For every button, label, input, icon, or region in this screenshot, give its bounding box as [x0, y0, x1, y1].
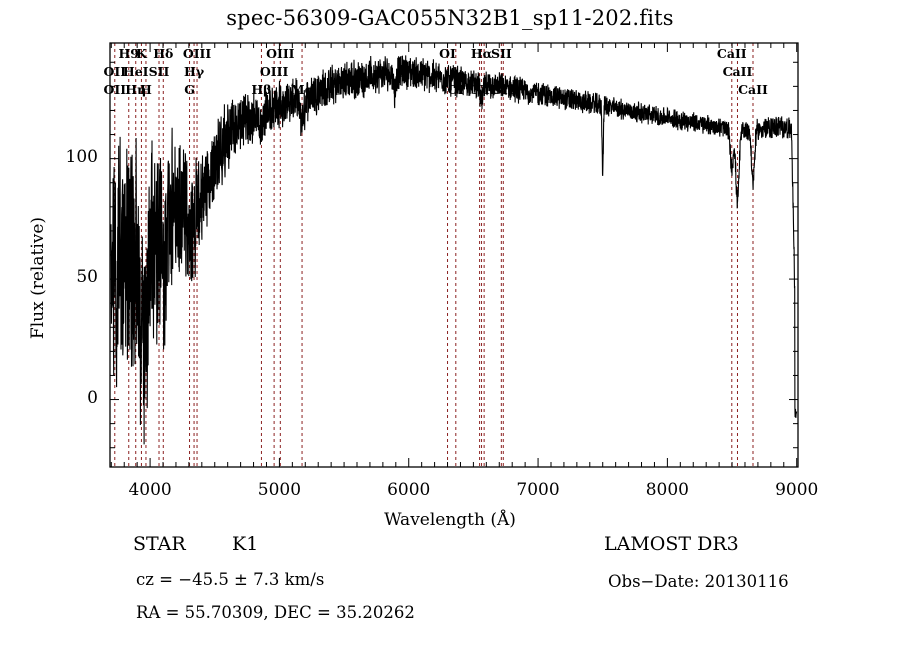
spectral-line-label: CaII	[722, 64, 753, 79]
x-tick-label: 8000	[645, 480, 689, 500]
spectral-line-label: K	[135, 46, 147, 61]
spectrum-trace	[110, 55, 798, 445]
spectral-line-label: OI	[439, 46, 456, 61]
object-type: STAR	[133, 533, 186, 555]
redshift-velocity: cz = −45.5 ± 7.3 km/s	[136, 570, 325, 589]
spectral-line-label: H9	[118, 46, 139, 61]
observation-date: Obs−Date: 20130116	[608, 572, 789, 591]
x-tick-label: 4000	[128, 480, 172, 500]
x-tick-label: 7000	[516, 480, 560, 500]
page-title: spec-56309-GAC055N32B1_sp11-202.fits	[226, 6, 674, 30]
spectral-line-label: OII	[103, 64, 127, 79]
x-tick-label: 6000	[387, 480, 431, 500]
coordinates: RA = 55.70309, DEC = 35.20262	[136, 603, 415, 622]
y-tick-label: 50	[76, 267, 98, 288]
spectral-line-label: CaII	[716, 46, 747, 61]
spectral-line-label: NII	[472, 82, 496, 97]
spectral-line-label: Hδ	[153, 46, 174, 61]
spectral-line-label: Hβ	[251, 82, 272, 97]
spectral-line-label: SII	[148, 64, 170, 79]
x-axis-label: Wavelength (Å)	[384, 510, 516, 530]
survey-name: LAMOST DR3	[604, 533, 739, 555]
spectral-line-label: SII	[490, 46, 512, 61]
spectral-line-label: HeI	[122, 64, 149, 79]
spectral-line-label: H	[140, 82, 152, 97]
y-tick-label: 0	[87, 387, 98, 408]
x-tick-label: 9000	[775, 480, 819, 500]
spectral-line-label: OIII	[259, 64, 289, 79]
spectral-line-label: SII	[492, 82, 514, 97]
spectral-line-label: OI	[447, 82, 465, 97]
spectral-line-label: Hα	[470, 46, 493, 61]
spectral-line-label: CaII	[738, 82, 768, 97]
spectral-line-label: OIII	[266, 46, 295, 61]
spectral-line-label: OII	[103, 82, 127, 97]
spectral-class: K1	[232, 533, 259, 555]
plot-frame	[109, 42, 799, 468]
spectral-line-label: Hγ	[184, 64, 205, 79]
spectral-line-label: Hη	[125, 82, 147, 97]
line-marker-group	[114, 43, 754, 467]
spectral-line-label: OIII	[182, 46, 212, 61]
spectral-line-label: G	[184, 82, 195, 97]
y-tick-label: 100	[65, 146, 98, 167]
spectral-line-label: Mg	[290, 82, 314, 97]
x-tick-label: 5000	[257, 480, 302, 500]
